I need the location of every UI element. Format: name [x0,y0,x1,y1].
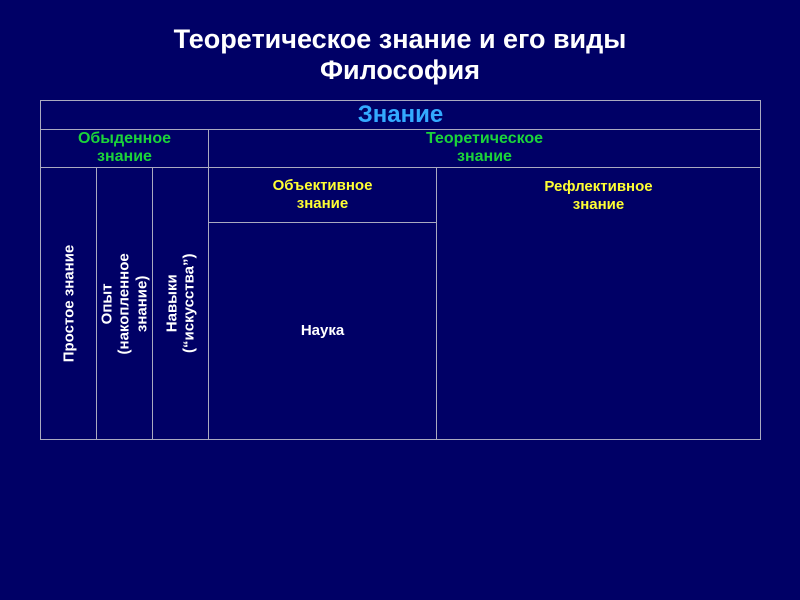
title-line-2: Философия [40,55,760,86]
label-everyday: Обыденное знание [78,130,171,165]
rot-box-skills: Навыки (“искусства”) [153,168,208,438]
label-theoretical: Теоретическое знание [426,130,543,165]
label-objective-l1: Объективное [273,177,373,194]
label-experience-l1: Опыт [99,283,116,324]
rot-box-simple: Простое знание [41,168,96,438]
label-everyday-l1: Обыденное [78,130,171,147]
label-simple: Простое знание [60,245,77,363]
cell-simple-vertical: Простое знание [41,167,97,439]
label-objective: Объективное знание [273,177,373,212]
level2-row: Обыденное знание Теоретическое знание [41,130,761,168]
label-reflective-l2: знание [573,196,624,213]
title-block: Теоретическое знание и его виды Философи… [40,24,760,86]
cell-experience-vertical: Опыт (накопленное знание) [97,167,153,439]
label-theoretical-l1: Теоретическое [426,130,543,147]
label-skills-l1: Навыки [163,274,180,332]
label-theoretical-l2: знание [457,148,512,165]
header-row: Знание [41,101,761,130]
rot-box-experience: Опыт (накопленное знание) [97,168,152,438]
cell-everyday: Обыденное знание [41,130,209,168]
label-nauka: Наука [301,322,344,339]
cell-theoretical: Теоретическое знание [209,130,761,168]
label-experience-l2: (накопленное знание) [116,253,150,354]
level3-row: Простое знание Опыт (накопленное знание)… [41,167,761,222]
label-reflective: Рефлективное знание [544,178,652,213]
cell-objective: Объективное знание [209,167,437,222]
title-line-1: Теоретическое знание и его виды [40,24,760,55]
label-everyday-l2: знание [97,148,152,165]
cell-nauka: Наука [209,222,437,439]
cell-skills-vertical: Навыки (“искусства”) [153,167,209,439]
cell-reflective: Рефлективное знание [437,167,761,439]
knowledge-diagram: Знание Обыденное знание Теоретическое зн… [40,100,761,440]
label-experience: Опыт (накопленное знание) [99,253,151,354]
label-skills: Навыки (“искусства”) [163,254,198,353]
label-skills-l2: (“искусства”) [181,254,198,353]
cell-znanie: Знание [41,101,761,130]
label-reflective-l1: Рефлективное [544,178,652,195]
label-znanie: Знание [358,101,443,128]
label-objective-l2: знание [297,195,348,212]
